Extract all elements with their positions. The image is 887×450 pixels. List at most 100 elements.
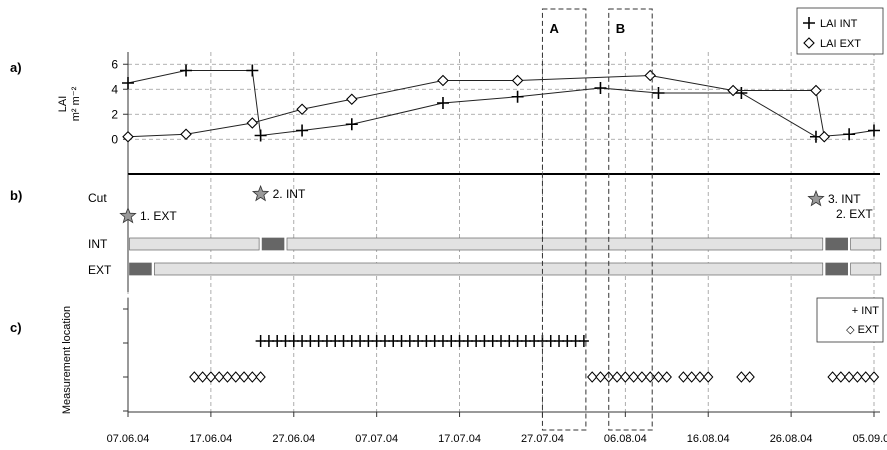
x-tick-label: 05.09.04 <box>853 433 887 445</box>
timeline-segment-ext <box>850 262 882 276</box>
y-tick-label: 4 <box>111 82 118 96</box>
legend-label-lai-int: LAI INT <box>820 18 858 30</box>
data-point-lai-ext <box>346 93 358 106</box>
data-point-lai-int <box>594 82 607 94</box>
cut-event-label: 1. EXT <box>140 209 177 223</box>
x-tick-label: 17.07.04 <box>438 433 481 445</box>
measurement-ext <box>686 371 697 383</box>
data-point-lai-int <box>246 64 259 77</box>
x-tick-label: 07.07.04 <box>355 433 398 445</box>
x-tick-label: 07.06.04 <box>107 433 150 445</box>
data-point-lai-ext <box>437 74 449 87</box>
data-point-lai-ext <box>644 69 656 82</box>
measurement-ext <box>214 371 225 383</box>
measurement-ext <box>197 371 208 383</box>
data-point-lai-ext <box>511 74 524 87</box>
measurement-ext <box>744 371 755 383</box>
measurement-ext <box>628 371 639 383</box>
panel-b-ext-label: EXT <box>88 263 112 277</box>
data-point-lai-int <box>436 97 449 109</box>
data-point-lai-ext <box>246 117 259 129</box>
measurement-ext <box>694 371 706 383</box>
measurement-ext <box>852 371 863 383</box>
chart-marks: 07.06.04 17.06.04 27.06.04 07.07.04 17.07.04… <box>107 7 887 445</box>
data-point-lai-ext <box>180 128 192 141</box>
timeline-segment-ext <box>825 262 848 276</box>
panel-c-legend-box <box>816 297 884 343</box>
y-tick-label: 2 <box>111 107 118 121</box>
timeline-segment-int <box>129 237 260 251</box>
data-point-lai-int <box>254 129 267 142</box>
data-point-lai-int <box>868 124 880 137</box>
x-tick-label: 06.08.04 <box>604 433 647 445</box>
panel-label-b: b) <box>10 188 22 203</box>
measurement-ext <box>678 371 689 383</box>
panel-label-c: c) <box>10 320 22 335</box>
panel-a-yunit: m² m⁻² <box>70 86 82 121</box>
cut-star-icon <box>807 189 825 207</box>
timeline-segment-int <box>261 237 285 251</box>
measurement-ext <box>868 371 880 383</box>
timeline-segment-int <box>825 237 848 251</box>
timeline-segment-ext <box>129 262 152 276</box>
panel-b-int-label: INT <box>88 237 108 251</box>
data-point-lai-int <box>180 64 193 77</box>
data-point-lai-int <box>735 87 748 99</box>
data-point-lai-int <box>122 77 134 89</box>
data-point-lai-int <box>296 124 309 137</box>
measurement-ext <box>835 371 847 383</box>
data-point-lai-ext <box>122 130 134 143</box>
timeline-segment-int <box>850 237 882 251</box>
legend-marker-lai-ext <box>803 37 815 49</box>
measurement-ext <box>587 371 598 383</box>
data-point-lai-int <box>345 118 358 131</box>
measurement-int <box>578 335 589 347</box>
data-point-lai-ext <box>727 84 739 97</box>
measurement-ext <box>653 371 664 383</box>
measurement-ext <box>620 371 631 383</box>
legend-label-ext: ◇ EXT <box>846 324 879 336</box>
cut-event-label-2: 2. EXT <box>836 207 873 221</box>
measurement-ext <box>703 371 714 383</box>
panel-a-ylabel: LAI <box>57 96 69 113</box>
panel-c-ylabel: Measurement location <box>61 306 73 414</box>
cut-star-icon <box>119 206 137 224</box>
cut-star-icon <box>251 184 270 202</box>
highlight-box-label-a: A <box>549 21 559 36</box>
series-line-lai-ext <box>127 74 825 138</box>
data-point-lai-ext <box>296 103 308 116</box>
measurement-ext <box>736 371 747 383</box>
x-tick-label: 27.06.04 <box>272 433 315 445</box>
data-point-lai-ext <box>818 130 831 143</box>
x-tick-label: 27.07.04 <box>521 433 564 445</box>
legend-label-lai-ext: LAI EXT <box>820 38 861 50</box>
legend-label-int: + INT <box>852 305 879 317</box>
panel-b-cut-label: Cut <box>88 191 107 205</box>
measurement-ext <box>843 371 855 383</box>
measurement-ext <box>238 371 250 383</box>
highlight-box-label-b: B <box>616 21 625 36</box>
legend-marker-lai-int <box>803 17 815 29</box>
timeline-segment-ext <box>154 262 824 276</box>
measurement-ext <box>255 371 266 383</box>
cut-event-label: 3. INT <box>828 192 861 206</box>
measurement-ext <box>860 371 871 383</box>
measurement-ext <box>636 371 648 383</box>
series-line-lai-int <box>127 70 875 138</box>
panel-label-a: a) <box>10 60 22 75</box>
measurement-ext <box>205 371 217 383</box>
data-point-lai-int <box>652 87 665 99</box>
measurement-ext <box>247 371 258 383</box>
measurement-ext <box>189 371 200 383</box>
measurement-ext <box>827 371 838 383</box>
measurement-ext <box>230 371 241 383</box>
data-point-lai-int <box>511 90 524 103</box>
cut-event-label: 2. INT <box>273 187 306 201</box>
data-point-lai-int <box>843 128 856 141</box>
timeline-segment-int <box>286 237 824 251</box>
highlight-box-a <box>541 8 587 431</box>
x-tick-label: 17.06.04 <box>189 433 232 445</box>
x-tick-label: 16.08.04 <box>687 433 730 445</box>
measurement-ext <box>222 371 233 383</box>
